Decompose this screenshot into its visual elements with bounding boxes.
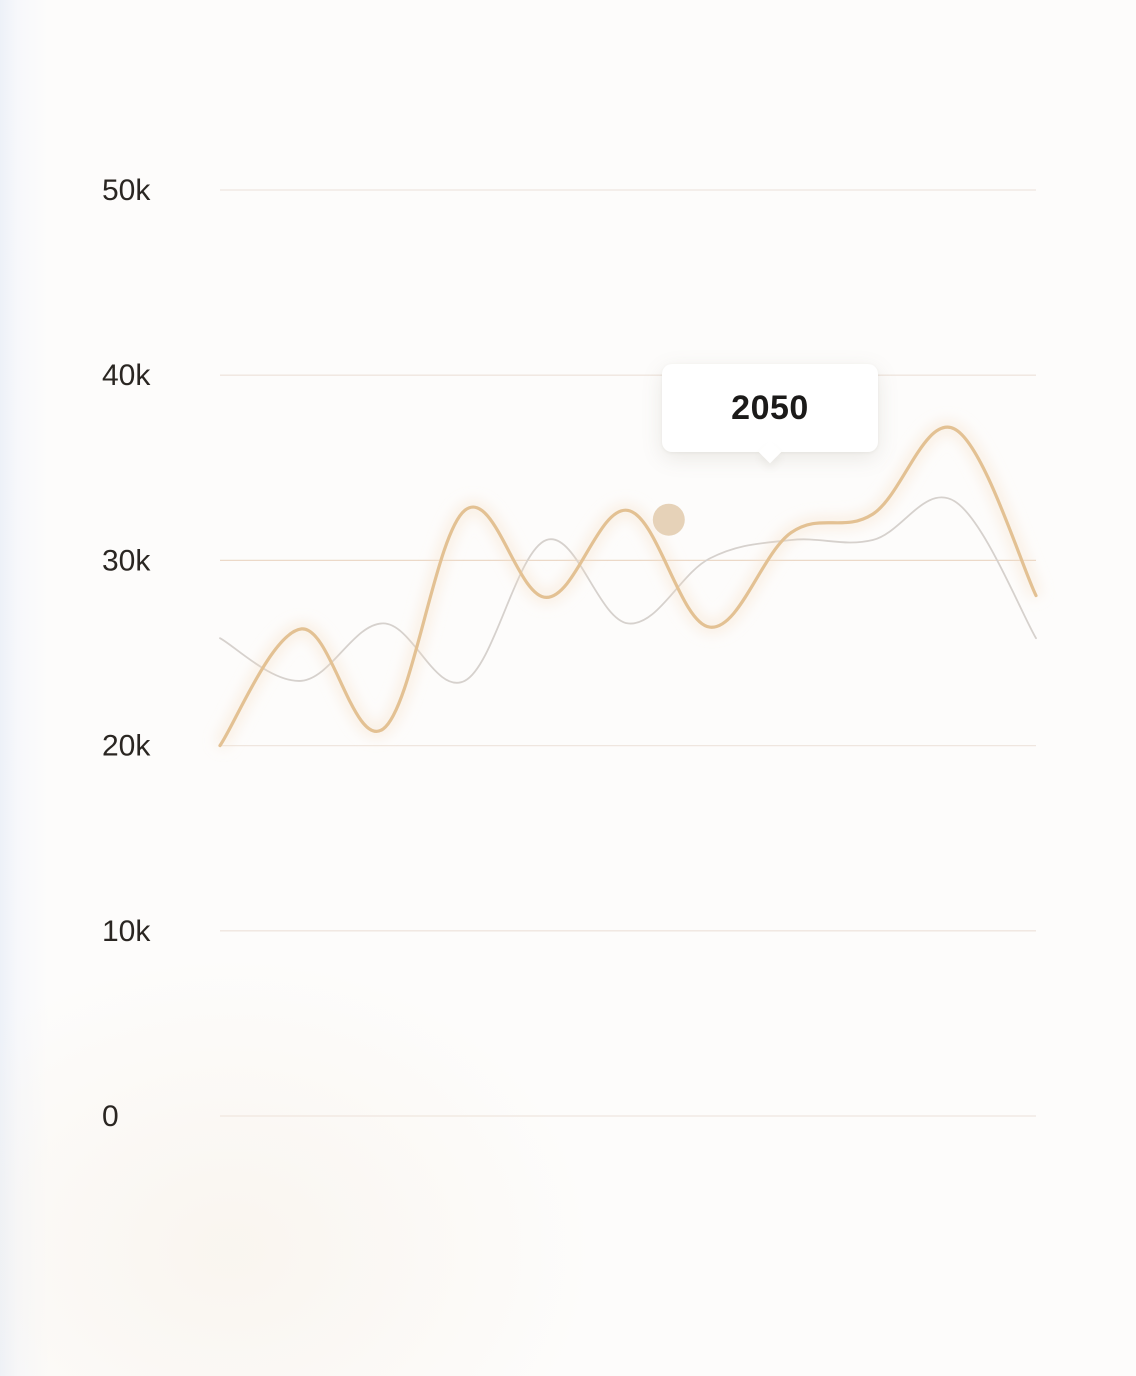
y-tick-label: 0 [102,1100,119,1133]
y-tick-label: 20k [102,730,151,763]
tooltip-value: 2050 [731,388,809,427]
highlight-point[interactable] [652,503,685,536]
series-line-primary [218,425,1038,748]
series-line-secondary [219,496,1037,684]
y-tick-label: 40k [102,359,151,392]
y-tick-label: 50k [102,174,151,207]
series-lines [214,421,1042,750]
y-axis-labels: 50k 40k 30k 20k 10k 0 [102,174,151,1133]
y-tick-label: 10k [102,915,151,948]
gridlines [220,189,1036,1117]
series-line-glow [214,421,1042,750]
y-tick-label: 30k [102,544,151,577]
value-tooltip: 2050 [662,364,878,452]
highlight-markers [652,503,685,536]
